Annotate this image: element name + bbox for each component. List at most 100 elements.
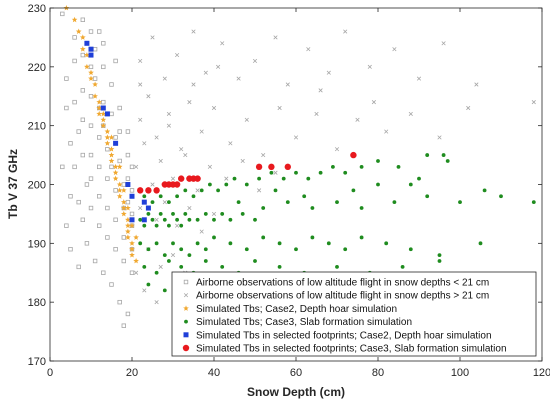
data-point: [199, 188, 204, 193]
data-point: [216, 64, 221, 69]
data-point: [187, 253, 192, 257]
data-point: [162, 288, 167, 293]
data-point-stroke-b: [175, 52, 180, 58]
data-point-stroke-b: [203, 70, 208, 75]
data-point: [88, 64, 94, 70]
data-point: [355, 117, 360, 122]
x-tick-label: 20: [126, 367, 138, 379]
data-point: [171, 241, 175, 246]
data-point: [187, 205, 192, 211]
data-point: [376, 159, 380, 163]
data-point: [437, 135, 442, 140]
data-point: [466, 105, 471, 111]
data-point: [437, 259, 442, 263]
legend: Airborne observations of low altitude fl…: [171, 271, 537, 357]
data-point: [244, 182, 249, 187]
data-point: [121, 323, 126, 328]
data-point: [208, 182, 212, 187]
data-point: [167, 200, 171, 205]
data-point: [343, 29, 348, 34]
data-point: [359, 206, 364, 210]
data-point: [228, 141, 233, 146]
data-point: [187, 217, 192, 222]
x-tick-label: 40: [208, 367, 220, 379]
data-point: [138, 82, 143, 87]
data-point-stroke-b: [162, 76, 167, 81]
data-point: [64, 105, 69, 111]
data-point: [170, 253, 176, 258]
data-point: [408, 182, 413, 187]
data-point: [68, 141, 73, 146]
data-point-stroke-b: [138, 82, 143, 87]
data-point: [97, 164, 102, 170]
data-point: [195, 188, 200, 193]
data-point: [88, 205, 94, 211]
data-point: [109, 164, 114, 170]
data-point-stroke-b: [195, 188, 200, 193]
data-point-stroke-b: [408, 111, 413, 116]
data-point: [137, 187, 144, 194]
data-point: [203, 70, 208, 75]
data-point: [268, 163, 275, 171]
data-point: [101, 64, 106, 70]
data-point: [257, 176, 261, 181]
y-tick-label: 220: [28, 62, 46, 74]
data-point: [343, 170, 348, 175]
data-point: [425, 194, 430, 199]
data-point: [104, 128, 111, 134]
data-point-stroke-b: [367, 64, 372, 69]
data-point-stroke-b: [138, 117, 143, 122]
data-point: [76, 264, 81, 270]
data-point: [134, 164, 139, 169]
data-point-stroke-b: [273, 170, 278, 175]
data-point: [116, 193, 123, 199]
legend-entry: Simulated Tbs; Case3, Slab formation sim…: [184, 317, 412, 328]
data-point: [125, 234, 131, 240]
data-point-stroke-b: [154, 300, 159, 305]
data-point: [109, 282, 114, 287]
data-point: [306, 47, 311, 52]
data-point: [72, 164, 77, 170]
data-point: [384, 241, 389, 246]
data-point: [425, 153, 430, 157]
data-point: [113, 188, 118, 193]
data-point-stroke-b: [240, 158, 245, 164]
data-point: [125, 129, 131, 134]
data-point-stroke-b: [191, 82, 196, 87]
data-point: [199, 229, 204, 234]
data-point-stroke-b: [306, 47, 311, 52]
data-point: [255, 163, 263, 171]
data-point: [294, 247, 298, 252]
data-point: [142, 264, 147, 269]
x-tick-label: 80: [372, 367, 384, 379]
data-point: [232, 176, 237, 181]
data-point: [121, 235, 126, 240]
data-point-stroke-b: [343, 29, 348, 34]
data-point: [236, 200, 241, 205]
data-point-stroke-b: [371, 100, 376, 105]
data-point: [138, 241, 143, 246]
legend-entry: Simulated Tbs; Case2, Depth hoar simulat…: [183, 304, 397, 315]
data-point: [326, 241, 331, 246]
data-point: [116, 181, 123, 187]
data-point: [478, 241, 483, 246]
data-point: [142, 288, 147, 293]
data-point-stroke-b: [437, 135, 442, 140]
data-point: [150, 217, 155, 222]
data-point: [80, 217, 85, 222]
data-point: [396, 164, 401, 169]
x-tick-label: 0: [47, 367, 53, 379]
data-point: [261, 153, 266, 158]
data-point: [367, 64, 372, 69]
data-point: [120, 205, 127, 211]
data-point-stroke-b: [261, 153, 266, 158]
data-point: [170, 176, 176, 181]
data-point: [408, 111, 413, 116]
data-point-stroke-b: [183, 153, 188, 158]
data-point: [269, 170, 274, 175]
data-point: [195, 217, 200, 222]
data-point-stroke-b: [134, 270, 139, 275]
data-point: [240, 212, 245, 216]
data-point: [88, 29, 94, 34]
data-point: [129, 164, 135, 170]
